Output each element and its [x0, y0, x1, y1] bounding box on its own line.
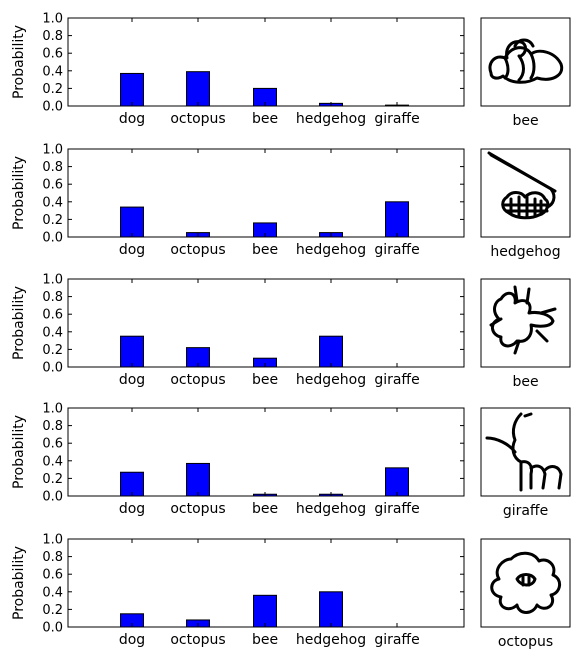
y-tick-label: 0.6 [42, 568, 63, 583]
y-tick-label: 0.4 [42, 325, 63, 340]
sketch-image [480, 148, 571, 238]
giraffe-sketch-icon [485, 412, 563, 492]
y-tick-label: 1.0 [42, 273, 63, 288]
x-tick-label-hedgehog: hedgehog [296, 632, 366, 648]
hedgehog-sketch-icon [487, 151, 557, 220]
sketch-image [480, 278, 571, 368]
y-axis-label: Probability [11, 286, 27, 360]
y-tick-label: 0.8 [42, 290, 63, 305]
plot-frame [67, 148, 465, 238]
y-tick-label: 0.6 [42, 308, 63, 323]
sketch-label: bee [512, 113, 538, 129]
y-tick-label: 1.0 [42, 533, 63, 548]
y-tick-label: 0.4 [42, 454, 63, 469]
chart-panel-2: 0.0 0.2 0.4 0.6 0.8 1.0 dog octopus bee hedgehog g… [11, 143, 571, 260]
x-tick-label-giraffe: giraffe [374, 632, 419, 648]
x-tick-label-bee: bee [252, 501, 278, 517]
x-tick-label-giraffe: giraffe [374, 111, 419, 127]
y-tick-label: 0.0 [42, 100, 63, 115]
plot-frame [67, 538, 465, 628]
chart-panel-3: 0.0 0.2 0.4 0.6 0.8 1.0 dog octopus bee hedgehog g… [11, 273, 571, 390]
x-tick-label-octopus: octopus [170, 372, 225, 388]
sketch-image [480, 407, 571, 497]
y-tick-label: 0.2 [42, 472, 63, 487]
x-tick-label-dog: dog [119, 111, 145, 127]
x-tick-label-octopus: octopus [170, 242, 225, 258]
y-tick-label: 1.0 [42, 143, 63, 158]
chart-panel-4: 0.0 0.2 0.4 0.6 0.8 1.0 dog octopus bee hedgehog g… [11, 402, 571, 519]
bar-dog [120, 335, 144, 368]
y-axis-label: Probability [11, 415, 27, 489]
y-tick-label: 0.8 [42, 160, 63, 175]
y-tick-label: 0.2 [42, 343, 63, 358]
y-tick-label: 0.4 [42, 585, 63, 600]
x-tick-label-bee: bee [252, 632, 278, 648]
y-tick-label: 0.6 [42, 437, 63, 452]
y-tick-label: 0.8 [42, 29, 63, 44]
bar-giraffe [385, 201, 409, 238]
sketch-frame [480, 17, 571, 107]
bar-octopus [186, 71, 210, 107]
x-tick-label-giraffe: giraffe [374, 501, 419, 517]
y-tick-label: 0.6 [42, 47, 63, 62]
plot-frame [67, 278, 465, 368]
y-tick-label: 0.8 [42, 550, 63, 565]
plot-frame [67, 407, 465, 497]
bee-sketch-icon [489, 285, 557, 355]
y-tick-label: 0.2 [42, 82, 63, 97]
y-tick-label: 1.0 [42, 12, 63, 27]
bar-hedgehog [319, 591, 343, 628]
sketch-image [480, 538, 571, 628]
sketch-label: giraffe [503, 503, 548, 519]
x-tick-label-giraffe: giraffe [374, 242, 419, 258]
sketch-label: bee [512, 374, 538, 390]
bar-giraffe [385, 467, 409, 497]
plot-frame [67, 17, 465, 107]
x-tick-label-octopus: octopus [170, 501, 225, 517]
chart-panel-5: 0.0 0.2 0.4 0.6 0.8 1.0 dog octopus bee hedgehog g… [11, 533, 571, 650]
sketch-image [480, 17, 571, 107]
x-tick-label-hedgehog: hedgehog [296, 242, 366, 258]
x-tick-label-dog: dog [119, 372, 145, 388]
y-tick-label: 0.2 [42, 603, 63, 618]
bar-hedgehog [319, 335, 343, 368]
bee-sketch-icon [488, 38, 564, 84]
y-tick-label: 0.4 [42, 64, 63, 79]
sketch-label: octopus [498, 634, 553, 650]
x-tick-label-octopus: octopus [170, 111, 225, 127]
sketch-label: hedgehog [490, 244, 560, 260]
y-tick-label: 1.0 [42, 402, 63, 417]
y-tick-label: 0.0 [42, 490, 63, 505]
bar-dog [120, 206, 144, 238]
x-tick-label-hedgehog: hedgehog [296, 501, 366, 517]
y-axis-label: Probability [11, 156, 27, 230]
y-axis-label: Probability [11, 546, 27, 620]
bar-dog [120, 72, 144, 107]
x-tick-label-dog: dog [119, 242, 145, 258]
octopus-sketch-icon [490, 551, 561, 614]
y-tick-label: 0.6 [42, 178, 63, 193]
bar-bee [253, 594, 277, 628]
x-tick-label-hedgehog: hedgehog [296, 111, 366, 127]
x-tick-label-hedgehog: hedgehog [296, 372, 366, 388]
y-tick-label: 0.8 [42, 419, 63, 434]
x-tick-label-octopus: octopus [170, 632, 225, 648]
x-tick-label-bee: bee [252, 111, 278, 127]
chart-panel-1: 0.0 0.2 0.4 0.6 0.8 1.0 dog octopus bee hedgehog g… [11, 12, 571, 129]
x-tick-label-giraffe: giraffe [374, 372, 419, 388]
sketch-frame [480, 148, 571, 238]
sketch-frame [480, 407, 571, 497]
x-tick-label-dog: dog [119, 501, 145, 517]
x-tick-label-bee: bee [252, 242, 278, 258]
x-tick-label-dog: dog [119, 632, 145, 648]
y-tick-label: 0.0 [42, 231, 63, 246]
y-tick-label: 0.2 [42, 213, 63, 228]
y-tick-label: 0.4 [42, 195, 63, 210]
y-tick-label: 0.0 [42, 361, 63, 376]
x-tick-label-bee: bee [252, 372, 278, 388]
y-axis-label: Probability [11, 25, 27, 99]
bar-octopus [186, 462, 210, 497]
y-tick-label: 0.0 [42, 621, 63, 636]
